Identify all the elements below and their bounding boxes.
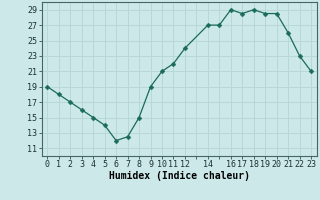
X-axis label: Humidex (Indice chaleur): Humidex (Indice chaleur): [109, 171, 250, 181]
